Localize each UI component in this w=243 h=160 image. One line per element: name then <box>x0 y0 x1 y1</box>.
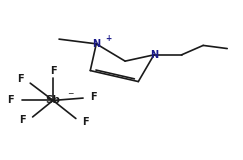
Text: F: F <box>90 92 96 102</box>
Text: N: N <box>92 39 100 49</box>
Text: N: N <box>150 50 158 60</box>
Text: Sb: Sb <box>45 95 61 105</box>
Text: −: − <box>67 89 74 98</box>
Text: F: F <box>82 117 88 128</box>
Text: F: F <box>17 74 23 84</box>
Text: F: F <box>7 95 14 105</box>
Text: F: F <box>19 115 26 125</box>
Text: F: F <box>50 66 56 76</box>
Text: +: + <box>106 34 112 43</box>
